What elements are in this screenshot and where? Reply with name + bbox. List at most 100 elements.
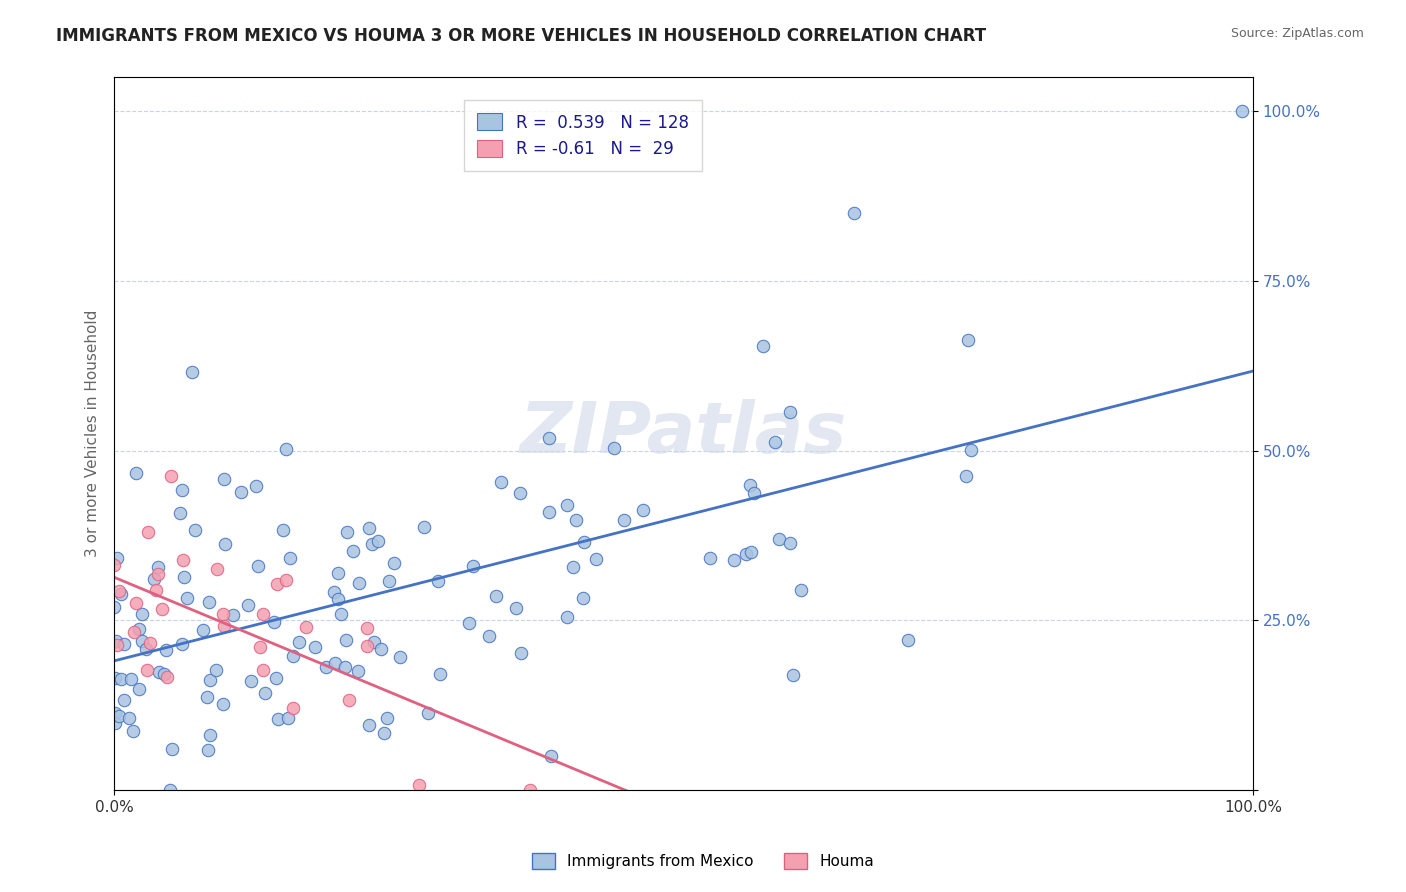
Point bbox=[200, 727, 222, 741]
Point bbox=[221, 608, 243, 623]
Point bbox=[335, 633, 357, 648]
Point bbox=[205, 562, 228, 576]
Point bbox=[779, 536, 801, 550]
Point bbox=[214, 618, 236, 632]
Point bbox=[768, 532, 790, 546]
Point bbox=[128, 622, 150, 636]
Point bbox=[138, 524, 160, 539]
Point bbox=[103, 558, 125, 572]
Point bbox=[110, 587, 132, 601]
Point bbox=[112, 692, 135, 706]
Point bbox=[631, 503, 654, 517]
Point bbox=[252, 607, 274, 621]
Point bbox=[170, 483, 193, 498]
Point bbox=[613, 513, 636, 527]
Point bbox=[315, 660, 337, 674]
Point bbox=[429, 667, 451, 681]
Point bbox=[212, 698, 235, 712]
Point bbox=[211, 607, 233, 622]
Point bbox=[276, 442, 298, 456]
Point bbox=[173, 570, 195, 584]
Legend: R =  0.539   N = 128, R = -0.61   N =  29: R = 0.539 N = 128, R = -0.61 N = 29 bbox=[464, 100, 702, 171]
Point bbox=[555, 609, 578, 624]
Point bbox=[562, 560, 585, 574]
Point bbox=[375, 711, 398, 725]
Point bbox=[413, 519, 436, 533]
Point bbox=[263, 615, 285, 630]
Point bbox=[267, 712, 290, 726]
Point bbox=[131, 607, 153, 622]
Point bbox=[363, 635, 385, 649]
Point bbox=[959, 442, 981, 457]
Point bbox=[955, 468, 977, 483]
Point bbox=[574, 534, 596, 549]
Point bbox=[148, 567, 170, 582]
Point bbox=[278, 550, 301, 565]
Point bbox=[519, 782, 541, 797]
Legend: Immigrants from Mexico, Houma: Immigrants from Mexico, Houma bbox=[526, 847, 880, 875]
Point bbox=[565, 513, 588, 527]
Point bbox=[537, 431, 560, 445]
Point bbox=[790, 582, 813, 597]
Point bbox=[509, 646, 531, 660]
Point bbox=[169, 506, 191, 520]
Point bbox=[104, 672, 127, 686]
Point bbox=[555, 498, 578, 512]
Point bbox=[281, 649, 304, 664]
Point bbox=[229, 485, 252, 500]
Point bbox=[367, 533, 389, 548]
Point bbox=[195, 690, 218, 705]
Point bbox=[361, 537, 384, 551]
Point bbox=[212, 472, 235, 486]
Point bbox=[155, 642, 177, 657]
Point bbox=[765, 434, 787, 449]
Point bbox=[105, 634, 128, 648]
Point bbox=[160, 469, 183, 483]
Point bbox=[389, 649, 412, 664]
Point bbox=[585, 552, 607, 566]
Point bbox=[489, 475, 512, 490]
Point bbox=[323, 656, 346, 670]
Point bbox=[122, 624, 145, 639]
Point bbox=[136, 663, 159, 677]
Point bbox=[253, 686, 276, 700]
Point bbox=[120, 672, 142, 686]
Point bbox=[540, 749, 562, 764]
Point bbox=[357, 521, 380, 535]
Point bbox=[125, 596, 148, 610]
Point bbox=[304, 640, 326, 655]
Point bbox=[197, 743, 219, 757]
Point bbox=[176, 591, 198, 605]
Point bbox=[150, 602, 173, 616]
Point bbox=[288, 634, 311, 648]
Point bbox=[740, 544, 762, 558]
Point bbox=[485, 590, 508, 604]
Point bbox=[276, 574, 298, 588]
Point bbox=[281, 701, 304, 715]
Point bbox=[373, 726, 395, 740]
Point bbox=[408, 778, 430, 792]
Point bbox=[738, 478, 761, 492]
Point bbox=[457, 616, 479, 631]
Point bbox=[328, 591, 350, 606]
Point bbox=[463, 558, 485, 573]
Text: Source: ZipAtlas.com: Source: ZipAtlas.com bbox=[1230, 27, 1364, 40]
Point bbox=[125, 466, 148, 480]
Point bbox=[214, 537, 236, 551]
Point bbox=[537, 505, 560, 519]
Point bbox=[427, 574, 450, 589]
Point bbox=[198, 673, 221, 688]
Point bbox=[145, 583, 167, 598]
Point bbox=[142, 572, 165, 586]
Point bbox=[184, 524, 207, 538]
Point bbox=[172, 637, 194, 651]
Point bbox=[333, 660, 356, 674]
Point bbox=[121, 723, 143, 738]
Point bbox=[897, 633, 920, 648]
Point bbox=[118, 711, 141, 725]
Point bbox=[277, 711, 299, 725]
Point bbox=[337, 693, 360, 707]
Point bbox=[108, 709, 131, 723]
Point bbox=[247, 558, 270, 573]
Point bbox=[957, 333, 980, 347]
